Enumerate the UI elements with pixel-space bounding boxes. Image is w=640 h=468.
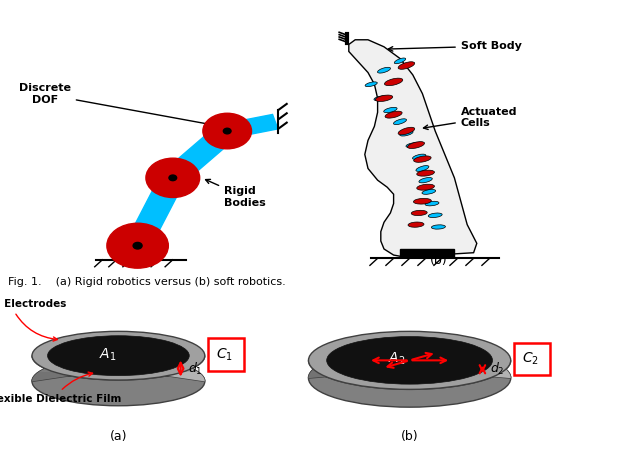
Polygon shape: [316, 358, 503, 381]
Ellipse shape: [308, 349, 511, 407]
Text: $d_1$: $d_1$: [188, 360, 203, 377]
Bar: [514, 343, 550, 375]
Ellipse shape: [417, 170, 435, 176]
Ellipse shape: [398, 127, 415, 135]
Polygon shape: [308, 360, 511, 378]
Polygon shape: [338, 351, 481, 387]
Circle shape: [133, 242, 142, 249]
Polygon shape: [371, 349, 448, 389]
Circle shape: [107, 223, 168, 268]
Polygon shape: [308, 349, 511, 389]
Polygon shape: [32, 356, 205, 381]
Polygon shape: [316, 358, 503, 381]
Ellipse shape: [47, 336, 189, 376]
Polygon shape: [32, 356, 205, 381]
Text: Actuated
Cells: Actuated Cells: [424, 107, 517, 130]
Bar: [400, 249, 454, 257]
Polygon shape: [308, 360, 511, 378]
Circle shape: [203, 113, 252, 149]
Ellipse shape: [408, 222, 424, 227]
Polygon shape: [85, 357, 152, 380]
Text: Flexible Dielectric Film: Flexible Dielectric Film: [0, 372, 122, 404]
Polygon shape: [163, 125, 237, 184]
Ellipse shape: [326, 336, 493, 384]
Text: (b): (b): [429, 255, 447, 267]
Ellipse shape: [419, 177, 432, 183]
Ellipse shape: [365, 82, 377, 87]
Ellipse shape: [406, 143, 420, 147]
Polygon shape: [38, 364, 198, 373]
Ellipse shape: [413, 156, 431, 162]
Ellipse shape: [408, 142, 424, 148]
Polygon shape: [32, 356, 205, 381]
Text: $A_1$: $A_1$: [99, 346, 116, 363]
Ellipse shape: [385, 78, 403, 86]
Polygon shape: [349, 40, 477, 258]
Polygon shape: [38, 364, 198, 373]
Ellipse shape: [425, 201, 439, 206]
Polygon shape: [371, 349, 448, 389]
Ellipse shape: [385, 111, 402, 118]
Ellipse shape: [32, 331, 205, 380]
Text: (a): (a): [138, 255, 156, 267]
Polygon shape: [225, 115, 278, 138]
Ellipse shape: [413, 154, 426, 160]
Ellipse shape: [416, 166, 429, 171]
Circle shape: [169, 175, 177, 181]
Ellipse shape: [394, 58, 406, 64]
Ellipse shape: [398, 62, 415, 69]
Ellipse shape: [422, 190, 436, 194]
Polygon shape: [58, 359, 179, 378]
Bar: [208, 338, 244, 371]
Bar: [211, 342, 238, 367]
Text: Fig. 1.    (a) Rigid robotics versus (b) soft robotics.: Fig. 1. (a) Rigid robotics versus (b) so…: [8, 277, 285, 287]
Polygon shape: [338, 351, 481, 387]
Ellipse shape: [374, 96, 388, 101]
Ellipse shape: [400, 131, 413, 136]
Ellipse shape: [417, 184, 435, 190]
Polygon shape: [125, 175, 185, 249]
Circle shape: [146, 158, 200, 197]
Circle shape: [223, 128, 231, 134]
Text: $C_1$: $C_1$: [216, 346, 233, 363]
Ellipse shape: [431, 225, 445, 229]
Text: $C_2$: $C_2$: [522, 351, 539, 367]
Ellipse shape: [384, 107, 397, 113]
Ellipse shape: [32, 357, 205, 406]
Ellipse shape: [394, 119, 406, 124]
Text: (b): (b): [401, 430, 419, 443]
Ellipse shape: [308, 331, 511, 389]
Text: Rigid
Bodies: Rigid Bodies: [205, 179, 266, 208]
Polygon shape: [85, 357, 152, 380]
Text: (a): (a): [109, 430, 127, 443]
Ellipse shape: [428, 213, 442, 218]
Ellipse shape: [375, 95, 393, 102]
Text: Flexible Electrodes: Flexible Electrodes: [0, 299, 67, 341]
Ellipse shape: [412, 210, 427, 216]
Text: Discrete
DOF: Discrete DOF: [19, 83, 216, 127]
Polygon shape: [58, 359, 179, 378]
Text: $d_2$: $d_2$: [490, 361, 504, 377]
Ellipse shape: [413, 198, 431, 204]
Text: Soft Body: Soft Body: [388, 41, 522, 51]
Text: $A_2$: $A_2$: [388, 351, 406, 367]
Bar: [517, 346, 544, 372]
Ellipse shape: [378, 67, 390, 73]
